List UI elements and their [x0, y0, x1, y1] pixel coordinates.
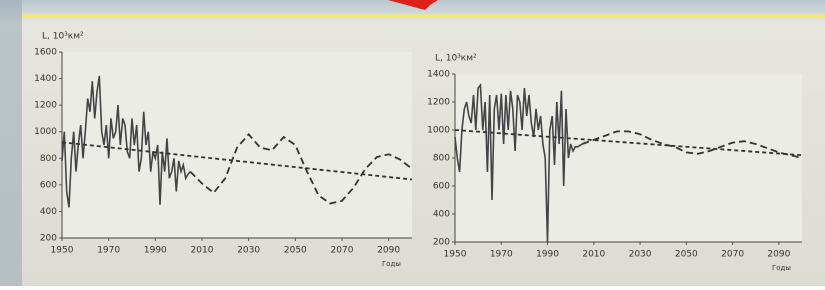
y-tick-label: 800 — [40, 154, 57, 164]
y-tick-label: 400 — [40, 207, 57, 217]
x-tick-label: 1970 — [490, 250, 513, 260]
x-tick-label: 1950 — [444, 250, 467, 260]
y-tick-label: 600 — [433, 182, 450, 192]
y-tick-label: 1200 — [34, 101, 57, 111]
page-edge — [0, 0, 22, 286]
x-tick-label: 2010 — [582, 250, 605, 260]
plot-area — [455, 74, 802, 242]
x-tick-label: 2030 — [629, 250, 652, 260]
y-tick-label: 1000 — [34, 127, 57, 137]
y-tick-label: 1400 — [427, 70, 450, 80]
y-tick-label: 600 — [40, 180, 57, 190]
page: 200 400 600 800 1000 1200 1400 1600 1950 1970 1990… — [0, 0, 825, 286]
x-tick-label: 2050 — [675, 250, 698, 260]
x-tick-label: 2010 — [191, 246, 214, 256]
x-tick-label: 2070 — [721, 250, 744, 260]
x-tick-label: 2090 — [377, 246, 400, 256]
x-tick-label: 2070 — [331, 246, 354, 256]
x-axis-label: Годы — [382, 260, 401, 268]
x-tick-label: 1990 — [536, 250, 559, 260]
y-tick-label: 200 — [433, 238, 450, 248]
x-tick-label: 2030 — [237, 246, 260, 256]
y-tick-label: 1600 — [34, 48, 57, 58]
y-axis-label: L, 10³км² — [42, 32, 84, 42]
y-tick-label: 1000 — [427, 126, 450, 136]
y-tick-label: 1400 — [34, 74, 57, 84]
x-tick-label: 1950 — [51, 246, 74, 256]
x-axis-label: Годы — [772, 264, 791, 272]
plot-area — [62, 52, 412, 238]
y-axis-label: L, 10³км² — [435, 54, 477, 64]
y-tick-label: 1200 — [427, 98, 450, 108]
x-tick-label: 2090 — [767, 250, 790, 260]
x-tick-label: 1990 — [144, 246, 167, 256]
y-tick-label: 800 — [433, 154, 450, 164]
x-tick-label: 1970 — [97, 246, 120, 256]
y-tick-label: 400 — [433, 210, 450, 220]
y-tick-label: 200 — [40, 234, 57, 244]
x-tick-label: 2050 — [284, 246, 307, 256]
